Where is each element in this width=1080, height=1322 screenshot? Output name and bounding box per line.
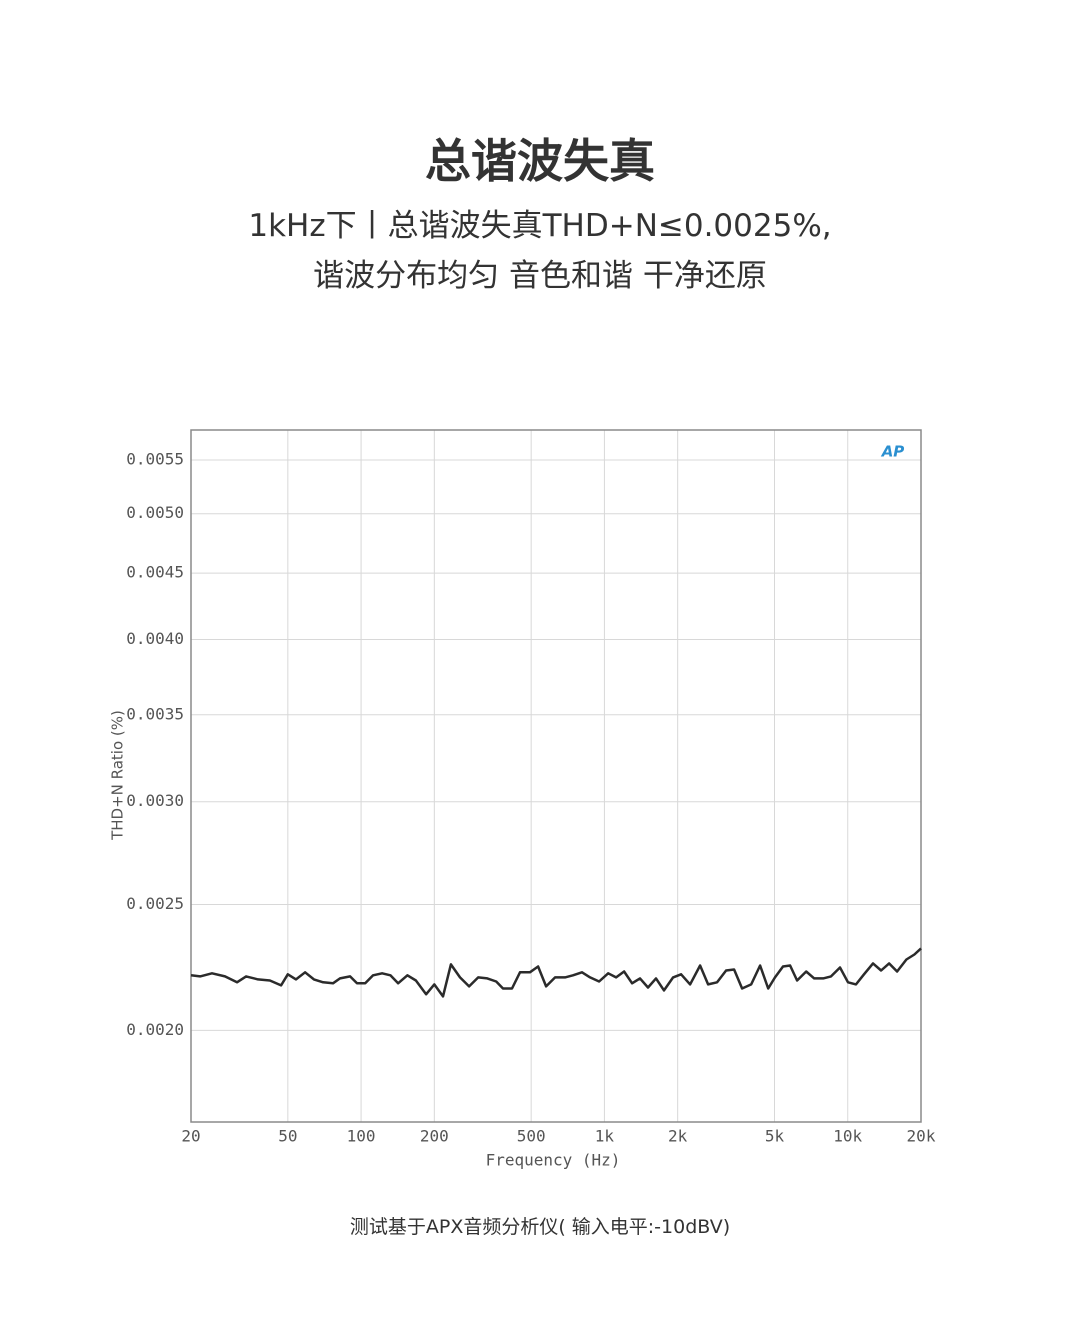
- x-tick-label: 5k: [765, 1127, 785, 1146]
- y-tick-label: 0.0030: [126, 791, 184, 810]
- y-tick-label: 0.0050: [126, 503, 184, 522]
- x-tick-label: 10k: [833, 1127, 862, 1146]
- x-axis-label: Frequency (Hz): [486, 1151, 621, 1170]
- y-tick-label: 0.0020: [126, 1020, 184, 1039]
- subtitle: 1kHz下丨总谐波失真THD+N≤0.0025%,: [248, 208, 832, 244]
- y-tick-label: 0.0040: [126, 629, 184, 648]
- y-tick-label: 0.0035: [126, 704, 184, 723]
- grid: [190, 430, 922, 1122]
- x-tick-label: 500: [517, 1127, 546, 1146]
- x-tick-label: 1k: [595, 1127, 615, 1146]
- page-title: 总谐波失真: [425, 134, 655, 188]
- x-tick-label: 200: [420, 1127, 449, 1146]
- x-tick-label: 2k: [668, 1127, 688, 1146]
- x-tick-label: 20: [181, 1127, 200, 1146]
- plot-frame: [190, 429, 922, 1123]
- data-line: [190, 947, 922, 998]
- x-tick-label: 20k: [907, 1127, 936, 1146]
- y-axis-label: THD+N Ratio (%): [109, 710, 127, 841]
- x-tick-label: 50: [278, 1127, 297, 1146]
- y-tick-label: 0.0055: [126, 449, 184, 468]
- footnote: 测试基于APX音频分析仪( 输入电平:-10dBV): [349, 1216, 731, 1238]
- y-tick-label: 0.0025: [126, 894, 184, 913]
- subtitle: 谐波分布均匀 音色和谐 干净还原: [313, 258, 767, 294]
- logo: AP: [881, 443, 905, 461]
- y-tick-label: 0.0045: [126, 563, 184, 582]
- x-tick-label: 100: [347, 1127, 376, 1146]
